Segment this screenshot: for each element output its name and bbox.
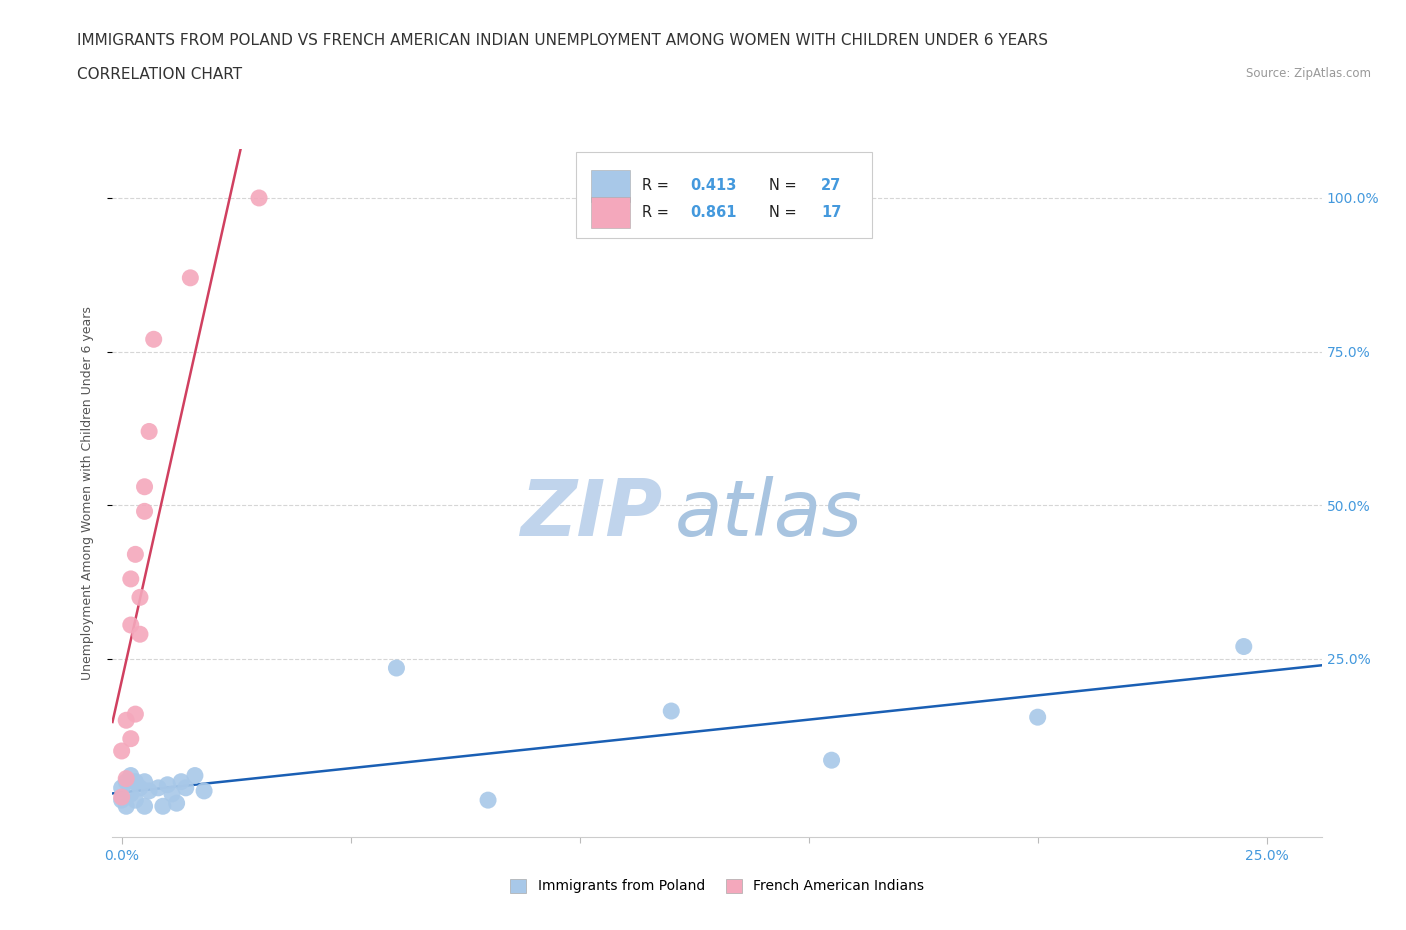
Point bbox=[111, 780, 134, 795]
Text: 0.861: 0.861 bbox=[690, 206, 737, 220]
Point bbox=[184, 768, 207, 783]
Point bbox=[659, 704, 682, 719]
Text: R =: R = bbox=[643, 206, 673, 220]
Point bbox=[134, 799, 156, 814]
Point bbox=[124, 707, 146, 722]
Text: CORRELATION CHART: CORRELATION CHART bbox=[77, 67, 242, 82]
Point bbox=[138, 424, 160, 439]
Point bbox=[179, 271, 201, 286]
Point bbox=[115, 771, 138, 786]
Point bbox=[1233, 639, 1256, 654]
FancyBboxPatch shape bbox=[592, 197, 630, 229]
Point bbox=[124, 775, 146, 790]
Text: ZIP: ZIP bbox=[520, 475, 662, 551]
Point bbox=[160, 787, 183, 802]
Point bbox=[385, 660, 408, 675]
Point bbox=[111, 744, 134, 759]
FancyBboxPatch shape bbox=[575, 153, 872, 238]
Point bbox=[247, 191, 270, 206]
Point bbox=[120, 768, 142, 783]
Text: atlas: atlas bbox=[675, 475, 863, 551]
Point bbox=[111, 790, 134, 804]
Text: N =: N = bbox=[769, 206, 801, 220]
Point bbox=[156, 777, 179, 792]
Y-axis label: Unemployment Among Women with Children Under 6 years: Unemployment Among Women with Children U… bbox=[82, 306, 94, 680]
Point bbox=[120, 618, 142, 632]
Point bbox=[120, 571, 142, 587]
Point bbox=[111, 792, 134, 807]
Text: 27: 27 bbox=[821, 179, 841, 193]
Point bbox=[115, 775, 138, 790]
Text: 0.413: 0.413 bbox=[690, 179, 737, 193]
Point bbox=[120, 731, 142, 746]
Text: Source: ZipAtlas.com: Source: ZipAtlas.com bbox=[1246, 67, 1371, 80]
Point bbox=[174, 780, 197, 795]
Point bbox=[166, 796, 188, 811]
Point bbox=[148, 780, 170, 795]
Point bbox=[193, 783, 215, 798]
Point bbox=[134, 479, 156, 494]
Point bbox=[820, 752, 842, 767]
Point bbox=[129, 780, 152, 795]
Point bbox=[124, 547, 146, 562]
Point bbox=[134, 775, 156, 790]
Point bbox=[129, 590, 152, 604]
Point bbox=[477, 792, 499, 807]
Text: R =: R = bbox=[643, 179, 673, 193]
Point bbox=[115, 799, 138, 814]
Legend: Immigrants from Poland, French American Indians: Immigrants from Poland, French American … bbox=[505, 873, 929, 899]
Point bbox=[152, 799, 174, 814]
Text: N =: N = bbox=[769, 179, 801, 193]
FancyBboxPatch shape bbox=[592, 170, 630, 202]
Point bbox=[129, 627, 152, 642]
Text: 17: 17 bbox=[821, 206, 841, 220]
Point bbox=[120, 787, 142, 802]
Point bbox=[142, 332, 165, 347]
Point bbox=[1026, 710, 1049, 724]
Point bbox=[115, 712, 138, 727]
Point bbox=[138, 783, 160, 798]
Point bbox=[134, 504, 156, 519]
Point bbox=[124, 792, 146, 807]
Text: IMMIGRANTS FROM POLAND VS FRENCH AMERICAN INDIAN UNEMPLOYMENT AMONG WOMEN WITH C: IMMIGRANTS FROM POLAND VS FRENCH AMERICA… bbox=[77, 33, 1049, 47]
Point bbox=[170, 775, 193, 790]
